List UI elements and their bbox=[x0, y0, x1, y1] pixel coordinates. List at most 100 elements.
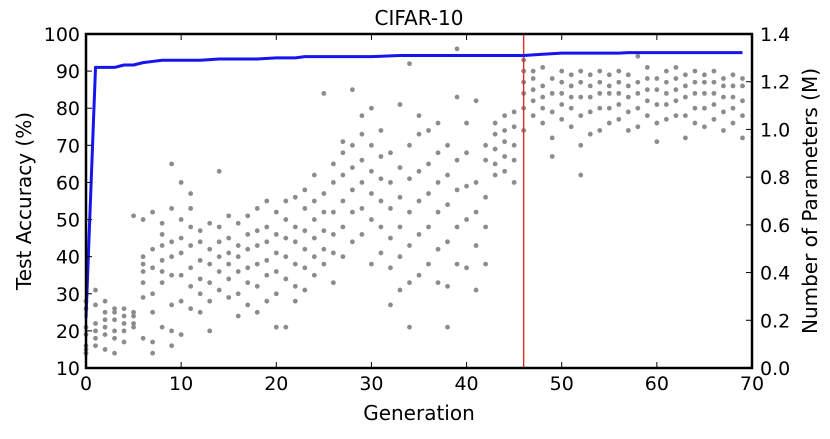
data-point bbox=[568, 94, 574, 100]
data-point bbox=[321, 90, 327, 96]
data-point bbox=[540, 83, 546, 89]
data-point bbox=[692, 68, 698, 74]
data-point bbox=[483, 194, 488, 200]
data-point bbox=[473, 209, 479, 215]
data-point bbox=[530, 76, 536, 81]
data-point bbox=[350, 187, 355, 193]
data-point bbox=[216, 224, 222, 230]
data-point bbox=[188, 206, 194, 211]
x-tick-label: 70 bbox=[740, 373, 764, 395]
data-point bbox=[369, 217, 374, 222]
data-point bbox=[473, 98, 479, 104]
data-point bbox=[388, 180, 393, 185]
data-point bbox=[235, 313, 241, 319]
data-point bbox=[369, 168, 374, 174]
data-point bbox=[711, 68, 717, 74]
data-point bbox=[587, 109, 593, 115]
data-point bbox=[150, 350, 156, 356]
data-point bbox=[188, 191, 194, 196]
data-point bbox=[264, 272, 270, 278]
data-point bbox=[445, 172, 450, 178]
data-point bbox=[692, 120, 698, 126]
data-point bbox=[454, 94, 460, 100]
data-point bbox=[359, 113, 365, 119]
data-point bbox=[663, 116, 669, 122]
data-point bbox=[692, 105, 698, 111]
data-point bbox=[730, 72, 736, 78]
data-point bbox=[112, 309, 117, 315]
y-tick-label: 40 bbox=[56, 247, 80, 269]
data-point bbox=[416, 131, 422, 137]
data-point bbox=[311, 198, 317, 204]
data-point bbox=[625, 72, 631, 78]
data-point bbox=[273, 232, 279, 237]
data-point bbox=[702, 72, 707, 78]
data-point bbox=[654, 120, 660, 126]
data-point bbox=[473, 287, 479, 293]
data-point bbox=[683, 94, 688, 100]
data-point bbox=[102, 332, 108, 337]
data-point bbox=[702, 105, 707, 111]
data-point bbox=[654, 76, 660, 81]
data-point bbox=[559, 116, 565, 122]
data-point bbox=[226, 295, 232, 300]
data-point bbox=[407, 243, 412, 248]
data-point bbox=[502, 154, 508, 159]
data-point bbox=[350, 165, 355, 171]
data-point bbox=[350, 142, 355, 148]
data-point bbox=[359, 232, 365, 237]
data-point bbox=[663, 102, 669, 107]
data-point bbox=[492, 146, 498, 152]
data-point bbox=[292, 194, 298, 200]
data-point bbox=[292, 239, 298, 245]
data-point bbox=[93, 321, 98, 326]
data-point bbox=[445, 283, 450, 289]
data-point bbox=[426, 128, 431, 133]
data-point bbox=[197, 291, 203, 297]
data-point bbox=[302, 246, 308, 252]
data-point bbox=[644, 76, 650, 81]
data-point bbox=[540, 105, 546, 111]
data-point bbox=[597, 128, 603, 133]
data-point bbox=[169, 328, 175, 334]
data-point bbox=[597, 90, 603, 96]
data-point bbox=[578, 68, 584, 74]
data-point bbox=[330, 250, 336, 256]
y-tick-label: 60 bbox=[56, 172, 80, 194]
data-point bbox=[169, 343, 175, 349]
data-point bbox=[302, 265, 308, 271]
y-axis-label: Test Accuracy (%) bbox=[12, 112, 36, 291]
data-point bbox=[178, 272, 184, 278]
data-point bbox=[131, 321, 136, 326]
data-point bbox=[511, 124, 517, 130]
data-point bbox=[140, 295, 146, 300]
data-point bbox=[340, 198, 346, 204]
data-point bbox=[464, 217, 469, 222]
data-point bbox=[445, 239, 450, 245]
data-point bbox=[492, 120, 498, 126]
data-point bbox=[150, 339, 156, 345]
data-point bbox=[702, 90, 707, 96]
data-point bbox=[311, 254, 317, 260]
data-point bbox=[445, 324, 450, 330]
data-point bbox=[264, 257, 270, 263]
data-point bbox=[483, 157, 488, 163]
y-tick-label: 10 bbox=[56, 358, 80, 380]
x-tick-label: 30 bbox=[359, 373, 383, 395]
data-point bbox=[397, 165, 403, 171]
data-point bbox=[102, 324, 108, 330]
data-point bbox=[359, 206, 365, 211]
data-point bbox=[616, 68, 622, 74]
data-point bbox=[359, 131, 365, 137]
data-point bbox=[730, 94, 736, 100]
data-point bbox=[121, 339, 127, 345]
data-point bbox=[511, 109, 517, 115]
data-point bbox=[464, 183, 469, 189]
data-point bbox=[197, 239, 203, 245]
y2-tick-label: 0.4 bbox=[760, 263, 790, 285]
data-point bbox=[102, 298, 108, 304]
data-point bbox=[169, 239, 175, 245]
data-point bbox=[178, 332, 184, 337]
data-point bbox=[740, 83, 745, 89]
data-point bbox=[245, 213, 251, 219]
